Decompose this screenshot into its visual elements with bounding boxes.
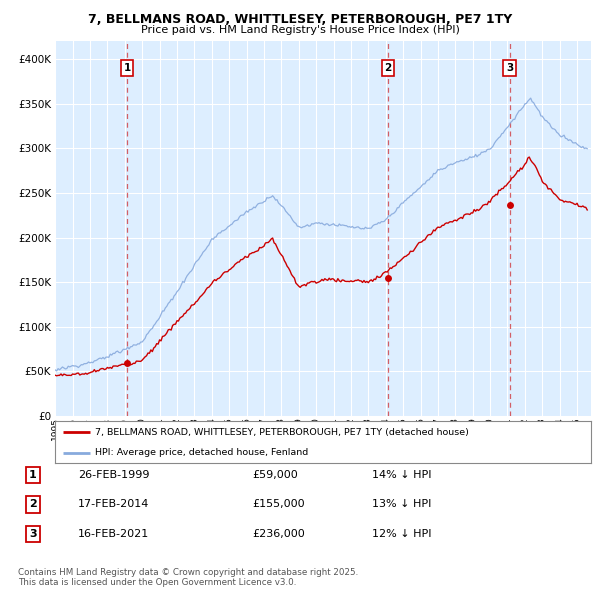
Text: £155,000: £155,000 [252, 500, 305, 509]
Text: 3: 3 [506, 63, 513, 73]
Text: 26-FEB-1999: 26-FEB-1999 [78, 470, 149, 480]
Text: 1: 1 [29, 470, 37, 480]
Text: 12% ↓ HPI: 12% ↓ HPI [372, 529, 431, 539]
Text: Price paid vs. HM Land Registry's House Price Index (HPI): Price paid vs. HM Land Registry's House … [140, 25, 460, 35]
Text: 13% ↓ HPI: 13% ↓ HPI [372, 500, 431, 509]
Text: 16-FEB-2021: 16-FEB-2021 [78, 529, 149, 539]
Text: 17-FEB-2014: 17-FEB-2014 [78, 500, 149, 509]
Text: £59,000: £59,000 [252, 470, 298, 480]
Text: HPI: Average price, detached house, Fenland: HPI: Average price, detached house, Fenl… [95, 448, 308, 457]
Text: 2: 2 [29, 500, 37, 509]
Text: 14% ↓ HPI: 14% ↓ HPI [372, 470, 431, 480]
Text: Contains HM Land Registry data © Crown copyright and database right 2025.
This d: Contains HM Land Registry data © Crown c… [18, 568, 358, 587]
Text: £236,000: £236,000 [252, 529, 305, 539]
Text: 7, BELLMANS ROAD, WHITTLESEY, PETERBOROUGH, PE7 1TY: 7, BELLMANS ROAD, WHITTLESEY, PETERBOROU… [88, 13, 512, 26]
Text: 7, BELLMANS ROAD, WHITTLESEY, PETERBOROUGH, PE7 1TY (detached house): 7, BELLMANS ROAD, WHITTLESEY, PETERBOROU… [95, 428, 469, 437]
Text: 1: 1 [124, 63, 131, 73]
Text: 3: 3 [29, 529, 37, 539]
Text: 2: 2 [384, 63, 391, 73]
